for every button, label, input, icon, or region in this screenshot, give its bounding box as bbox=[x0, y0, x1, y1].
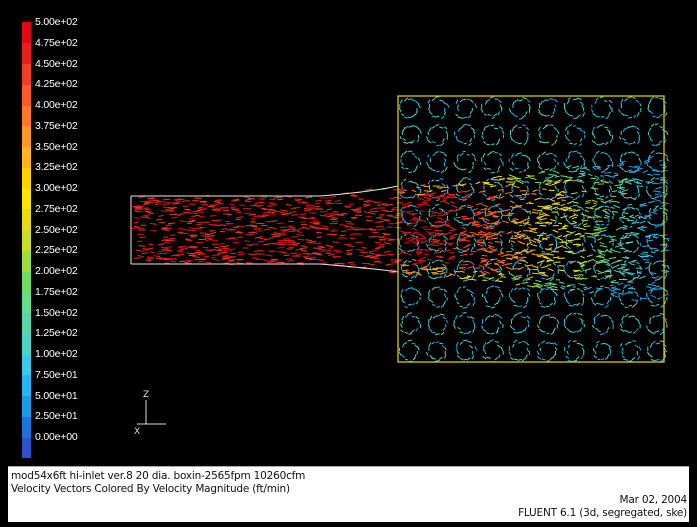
color-legend: 0.00e+00 2.50e+01 5.00e+01 7.50e+01 1.00e+02… bbox=[10, 8, 150, 459]
legend-swatch bbox=[22, 208, 31, 230]
case-name-text: mod54x6ft hi-inlet ver.8 20 dia. boxin-2… bbox=[11, 470, 306, 482]
plot-description-text: Velocity Vectors Colored By Velocity Mag… bbox=[11, 483, 290, 495]
legend-label: 0.00e+00 bbox=[35, 431, 78, 443]
legend-swatch bbox=[22, 333, 31, 355]
legend-label: 4.25e+02 bbox=[35, 78, 78, 91]
legend-label: 1.25e+02 bbox=[35, 327, 78, 340]
legend-label: 1.50e+02 bbox=[35, 306, 78, 319]
legend-label: 2.50e+01 bbox=[35, 410, 78, 423]
legend-label: 4.50e+02 bbox=[35, 57, 78, 70]
legend-swatch bbox=[22, 42, 31, 64]
legend-swatch bbox=[22, 354, 31, 376]
legend-swatch bbox=[22, 416, 31, 438]
legend-swatch bbox=[22, 84, 31, 106]
legend-swatch bbox=[22, 374, 31, 396]
legend-swatch bbox=[22, 188, 31, 210]
legend-label: 2.75e+02 bbox=[35, 202, 78, 215]
legend-label: 3.00e+02 bbox=[35, 182, 78, 194]
chamber-outline bbox=[397, 95, 665, 363]
legend-label: 5.00e+02 bbox=[35, 16, 78, 28]
legend-label: 3.75e+02 bbox=[35, 119, 78, 132]
solver-info-text: FLUENT 6.1 (3d, segregated, ske) bbox=[518, 507, 687, 519]
legend-swatch bbox=[22, 312, 31, 334]
legend-label: 3.50e+02 bbox=[35, 140, 78, 153]
legend-label: 5.00e+01 bbox=[35, 389, 78, 402]
legend-swatch bbox=[22, 125, 31, 147]
date-text: Mar 02, 2004 bbox=[619, 494, 687, 506]
axis-triad: Z X bbox=[134, 390, 166, 436]
graphics-viewport[interactable]: 0.00e+00 2.50e+01 5.00e+01 7.50e+01 1.00e+02… bbox=[0, 0, 697, 463]
vector-arrows bbox=[132, 96, 670, 363]
legend-swatch bbox=[22, 395, 31, 417]
legend-label: 2.00e+02 bbox=[35, 265, 78, 277]
legend-label: 7.50e+01 bbox=[35, 368, 78, 381]
legend-swatch bbox=[22, 22, 31, 44]
axis-x-label: X bbox=[134, 427, 140, 436]
inlet-duct-outline bbox=[130, 185, 399, 273]
legend-label: 3.25e+02 bbox=[35, 161, 78, 174]
legend-label: 4.75e+02 bbox=[35, 36, 78, 49]
legend-swatch bbox=[22, 229, 31, 251]
legend-swatch bbox=[22, 437, 31, 459]
status-bar: mod54x6ft hi-inlet ver.8 20 dia. boxin-2… bbox=[8, 466, 689, 522]
legend-swatch bbox=[22, 250, 31, 272]
legend-swatch bbox=[22, 271, 31, 293]
legend-swatch bbox=[22, 63, 31, 85]
legend-swatch bbox=[22, 146, 31, 168]
legend-label: 1.75e+02 bbox=[35, 285, 78, 298]
velocity-vector-field bbox=[130, 95, 670, 363]
axis-z-label: Z bbox=[143, 390, 149, 400]
legend-swatch bbox=[22, 291, 31, 313]
legend-label: 2.50e+02 bbox=[35, 223, 78, 236]
legend-label: 2.25e+02 bbox=[35, 244, 78, 257]
legend-label: 1.00e+02 bbox=[35, 348, 78, 360]
legend-swatch bbox=[22, 167, 31, 189]
legend-label: 4.00e+02 bbox=[35, 99, 78, 111]
legend-swatch bbox=[22, 105, 31, 127]
